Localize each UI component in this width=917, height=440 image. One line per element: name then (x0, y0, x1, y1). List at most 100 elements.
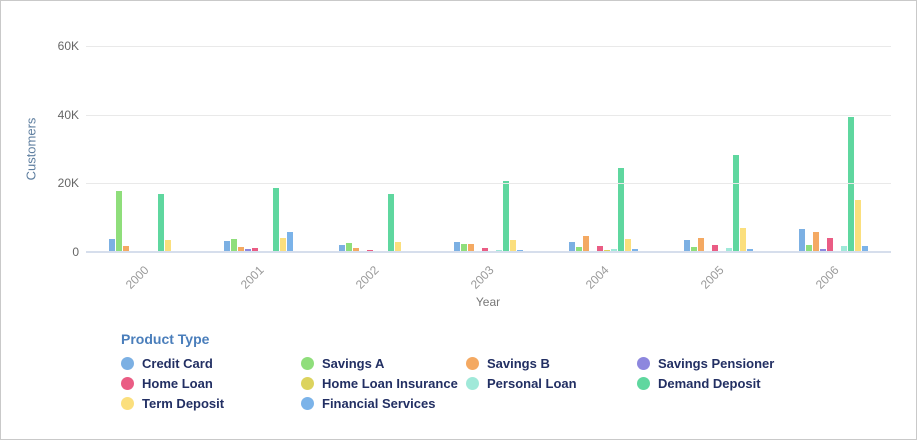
bar[interactable] (726, 247, 732, 252)
bar[interactable] (691, 246, 697, 252)
bar[interactable] (109, 238, 115, 252)
legend-item-credit-card[interactable]: Credit Card (121, 356, 301, 371)
bar[interactable] (245, 248, 251, 252)
bar[interactable] (625, 239, 631, 252)
bar[interactable] (618, 167, 624, 252)
legend-swatch-icon (637, 357, 650, 370)
bar[interactable] (855, 199, 861, 252)
legend-items: Credit Card Savings A Savings B Savings Pen… (121, 356, 901, 411)
legend-item-label: Financial Services (322, 396, 436, 411)
legend-item-home-loan-insurance[interactable]: Home Loan Insurance (301, 376, 466, 391)
legend-swatch-icon (301, 397, 314, 410)
bar[interactable] (231, 238, 237, 252)
legend-item-home-loan[interactable]: Home Loan (121, 376, 301, 391)
bar[interactable] (597, 245, 603, 252)
bar[interactable] (611, 249, 617, 252)
bar[interactable] (280, 237, 286, 252)
legend-item-term-deposit[interactable]: Term Deposit (121, 396, 301, 411)
bar[interactable] (517, 249, 523, 252)
legend-item-label: Credit Card (142, 356, 213, 371)
legend-item-label: Demand Deposit (658, 376, 761, 391)
legend-swatch-icon (301, 377, 314, 390)
bar[interactable] (820, 248, 826, 252)
bar[interactable] (224, 241, 230, 252)
bar[interactable] (158, 193, 164, 252)
bar[interactable] (123, 246, 129, 252)
bar[interactable] (576, 246, 582, 252)
bar[interactable] (827, 237, 833, 252)
legend-item-personal-loan[interactable]: Personal Loan (466, 376, 637, 391)
plot-area (86, 46, 891, 253)
bar[interactable] (461, 244, 467, 252)
bar[interactable] (165, 240, 171, 252)
bar[interactable] (583, 236, 589, 252)
bar[interactable] (252, 247, 258, 252)
bar-group-2006 (799, 46, 869, 252)
bar[interactable] (273, 187, 279, 252)
bar-group-2003 (454, 46, 524, 252)
bar[interactable] (339, 244, 345, 252)
legend-item-savings-a[interactable]: Savings A (301, 356, 466, 371)
bar[interactable] (388, 193, 394, 252)
bar[interactable] (353, 247, 359, 252)
bar[interactable] (740, 227, 746, 252)
gridline (86, 251, 891, 253)
legend-item-demand-deposit[interactable]: Demand Deposit (637, 376, 901, 391)
bar[interactable] (454, 242, 460, 252)
legend-item-label: Home Loan (142, 376, 213, 391)
legend-swatch-icon (301, 357, 314, 370)
bar[interactable] (799, 229, 805, 252)
legend-swatch-icon (466, 377, 479, 390)
bar[interactable] (813, 231, 819, 252)
bar[interactable] (684, 239, 690, 252)
bar[interactable] (841, 246, 847, 252)
legend-title: Product Type (121, 331, 210, 347)
bar[interactable] (806, 245, 812, 252)
legend-item-label: Savings B (487, 356, 550, 371)
x-tick-label: 2005 (697, 263, 727, 292)
legend-item-financial-services[interactable]: Financial Services (301, 396, 466, 411)
y-axis-title: Customers (23, 117, 39, 181)
bar-group-2005 (684, 46, 754, 252)
gridline (86, 114, 891, 116)
x-tick-label: 2006 (812, 263, 842, 292)
x-tick-label: 2004 (582, 263, 612, 292)
gridline (86, 183, 891, 185)
bar[interactable] (116, 190, 122, 252)
legend-item-savings-b[interactable]: Savings B (466, 356, 637, 371)
bar[interactable] (503, 180, 509, 252)
bar[interactable] (367, 249, 373, 252)
bar[interactable] (862, 246, 868, 252)
bar-group-2001 (224, 46, 294, 252)
bar[interactable] (395, 241, 401, 252)
legend-item-label: Personal Loan (487, 376, 577, 391)
gridline (86, 46, 891, 47)
bar[interactable] (712, 244, 718, 252)
bar[interactable] (632, 248, 638, 252)
y-tick-label: 60K (57, 39, 79, 53)
legend-item-savings-pensioner[interactable]: Savings Pensioner (637, 356, 901, 371)
bar[interactable] (848, 117, 854, 252)
legend-swatch-icon (466, 357, 479, 370)
legend-swatch-icon (121, 357, 134, 370)
bar[interactable] (482, 247, 488, 252)
bar[interactable] (346, 242, 352, 252)
bar[interactable] (698, 237, 704, 252)
bar[interactable] (238, 247, 244, 252)
bar[interactable] (747, 248, 753, 252)
bar[interactable] (468, 243, 474, 252)
legend-swatch-icon (637, 377, 650, 390)
legend-swatch-icon (121, 377, 134, 390)
y-tick-label: 20K (57, 176, 79, 191)
legend: Product Type Credit Card Savings A Savings… (121, 331, 901, 411)
bar-group-2000 (109, 46, 179, 252)
legend-item-label: Home Loan Insurance (322, 376, 458, 391)
bar[interactable] (510, 240, 516, 252)
bar[interactable] (569, 242, 575, 252)
y-tick-label: 0 (72, 245, 79, 259)
bar[interactable] (287, 232, 293, 252)
bar[interactable] (733, 154, 739, 252)
legend-item-label: Savings Pensioner (658, 356, 775, 371)
y-tick-label: 40K (57, 107, 79, 122)
